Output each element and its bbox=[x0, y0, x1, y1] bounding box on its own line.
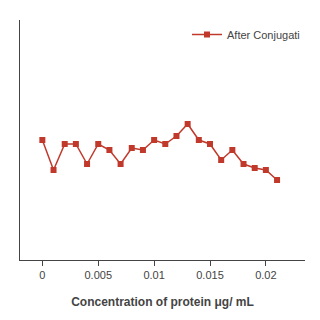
svg-text:After Conjugati: After Conjugati bbox=[227, 29, 300, 41]
svg-text:Concentration of protein μg/ m: Concentration of protein μg/ mL bbox=[71, 295, 254, 309]
svg-text:0.015: 0.015 bbox=[196, 269, 224, 281]
svg-text:0.01: 0.01 bbox=[143, 269, 164, 281]
svg-text:0.005: 0.005 bbox=[84, 269, 112, 281]
svg-text:0.02: 0.02 bbox=[255, 269, 276, 281]
svg-text:0: 0 bbox=[39, 269, 45, 281]
